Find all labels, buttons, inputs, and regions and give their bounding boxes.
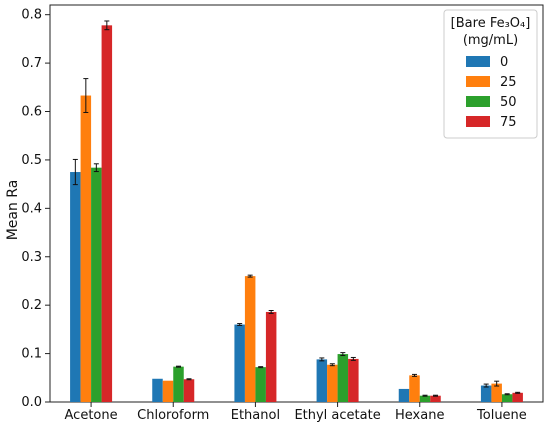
bar xyxy=(430,395,441,402)
bar xyxy=(244,276,256,402)
bar xyxy=(501,394,513,402)
bar xyxy=(183,379,195,402)
x-tick-label: Acetone xyxy=(65,408,118,423)
legend: [Bare Fe₃O₄] (mg/mL) 0 25 50 75 xyxy=(443,9,538,139)
y-tick-label: 0.0 xyxy=(21,395,42,410)
legend-title: [Bare Fe₃O₄] xyxy=(451,16,531,31)
y-tick-label: 0.6 xyxy=(21,105,42,120)
x-tick-label: Toluene xyxy=(476,408,527,423)
bar xyxy=(409,375,420,402)
bar xyxy=(419,395,431,402)
bar xyxy=(316,359,328,402)
bar xyxy=(234,324,245,402)
bar xyxy=(173,366,184,402)
error-bars-group xyxy=(72,20,521,397)
bar xyxy=(255,367,266,402)
legend-swatch xyxy=(466,116,490,127)
legend-swatch xyxy=(466,96,490,107)
legend-label: 50 xyxy=(500,95,517,110)
y-tick-label: 0.3 xyxy=(21,250,42,265)
legend-swatch xyxy=(466,76,490,87)
plot-border xyxy=(49,4,544,403)
bar xyxy=(337,354,349,402)
bar xyxy=(152,378,163,402)
bar xyxy=(265,311,277,402)
x-tick-label: Hexane xyxy=(395,408,444,423)
bars-group xyxy=(70,25,523,403)
legend-swatch xyxy=(466,56,490,67)
legend-label: 75 xyxy=(500,115,517,130)
legend-subtitle: (mg/mL) xyxy=(463,33,518,48)
legend-label: 0 xyxy=(500,55,508,70)
x-tick-label: Chloroform xyxy=(137,408,209,423)
x-tick-label: Ethanol xyxy=(231,408,280,423)
bar xyxy=(327,364,338,402)
y-tick-label: 0.2 xyxy=(21,298,42,313)
y-tick-label: 0.7 xyxy=(21,56,42,71)
bar xyxy=(162,380,174,402)
bar xyxy=(80,95,92,402)
plot-frame xyxy=(49,4,544,403)
x-tick-label: Ethyl acetate xyxy=(294,408,380,423)
bar xyxy=(101,25,113,403)
legend-label: 25 xyxy=(500,75,517,90)
bar xyxy=(348,358,359,402)
x-axis: Acetone Chloroform Ethanol Ethyl acetate Hex… xyxy=(65,402,527,423)
y-tick-label: 0.5 xyxy=(21,153,42,168)
y-tick-label: 0.8 xyxy=(21,8,42,23)
y-tick-label: 0.4 xyxy=(21,201,42,216)
bar xyxy=(480,385,492,402)
y-axis: 0.0 0.1 0.2 0.3 0.4 0.5 0.6 0.7 0.8 xyxy=(21,8,50,410)
y-axis-label: Mean Ra xyxy=(5,180,21,241)
y-tick-label: 0.1 xyxy=(21,347,42,362)
bar xyxy=(491,383,502,402)
bar xyxy=(91,167,102,402)
bar xyxy=(70,172,81,402)
bar xyxy=(512,392,523,402)
bar xyxy=(398,388,410,402)
